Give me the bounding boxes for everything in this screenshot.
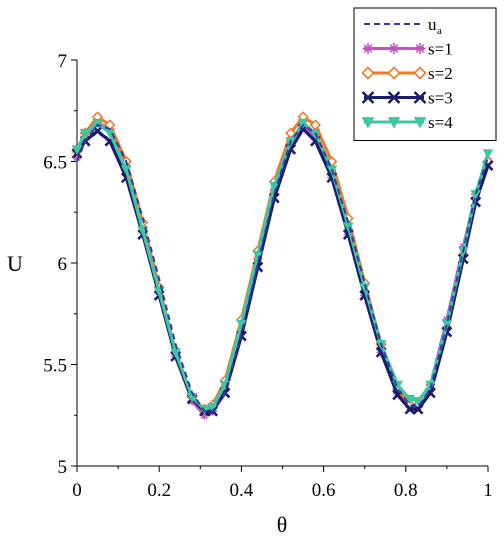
series-layer (71, 111, 494, 420)
data-point (207, 403, 218, 413)
y-tick-label: 5 (58, 457, 68, 478)
axes: 0 0.2 0.4 0.6 0.8 1 5 5.5 6 6.5 7 (43, 51, 493, 501)
data-point (199, 410, 209, 420)
data-point (72, 152, 82, 162)
x-tick-label: 1 (483, 480, 493, 501)
legend-item-s-2: s=2 (361, 64, 453, 83)
x-tick-label: 0.2 (147, 480, 171, 501)
legend-item-s-4: s=4 (361, 113, 453, 132)
legend-marker (413, 66, 427, 80)
data-point (482, 149, 494, 159)
x-tick-label: 0 (72, 480, 82, 501)
y-tick-label: 5.5 (43, 356, 67, 377)
legend: u a s=1 s=2 s=3 s=4 (353, 7, 497, 141)
legend-item-s-3: s=3 (361, 89, 453, 108)
series-s-2 (71, 111, 494, 415)
data-point (92, 118, 103, 129)
y-tick-label: 7 (58, 51, 68, 72)
data-point (404, 394, 416, 405)
legend-marker (414, 43, 426, 54)
legend-label: s=3 (428, 89, 453, 108)
x-tick-label: 0.8 (394, 480, 418, 501)
data-point (71, 145, 83, 155)
series-s-4 (71, 118, 494, 415)
x-tick-label: 0.4 (230, 480, 254, 501)
legend-label: u (428, 15, 437, 34)
legend-marker (387, 66, 401, 80)
y-axis-title: U (7, 251, 23, 276)
data-point (268, 181, 280, 192)
data-point (170, 348, 181, 358)
legend-marker (413, 117, 427, 129)
series-line-u (76, 124, 489, 413)
data-point (470, 189, 482, 200)
x-axis-title: θ (277, 512, 288, 537)
y-tick-label: 6.5 (43, 153, 67, 174)
data-point (79, 128, 91, 139)
data-point (252, 250, 264, 261)
series-u (76, 124, 489, 413)
legend-label: s=1 (428, 40, 453, 59)
series-line-s-4 (75, 121, 490, 411)
legend-marker (361, 66, 375, 80)
legend-marker (413, 91, 427, 104)
legend-label: s=2 (428, 64, 453, 83)
legend-marker (361, 91, 375, 104)
y-tick-label: 6 (58, 254, 68, 275)
x-tick-label: 0.6 (312, 480, 336, 501)
data-point (297, 118, 309, 129)
legend-label: s=4 (428, 113, 453, 132)
legend-marker (388, 43, 400, 54)
legend-marker (361, 117, 375, 129)
legend-label-subscript: a (437, 25, 442, 37)
series-line-s-3 (75, 127, 490, 413)
legend-marker (362, 43, 374, 54)
data-point (92, 125, 103, 137)
legend-marker (387, 91, 401, 104)
legend-item-s-1: s=1 (362, 40, 453, 59)
data-point (412, 396, 424, 407)
legend-marker (387, 117, 401, 129)
